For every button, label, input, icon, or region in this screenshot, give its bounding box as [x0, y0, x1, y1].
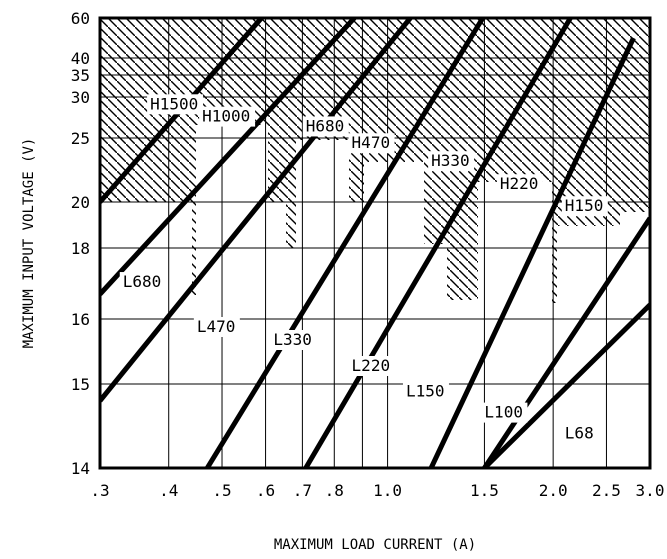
- curve-label-l150: L150: [406, 382, 445, 401]
- curve-label-l68: L68: [565, 424, 594, 443]
- plot-frame: [98, 16, 652, 470]
- x-tick-label: .8: [325, 481, 344, 500]
- curve-label-bg: [561, 423, 598, 444]
- x-tick-label: 1.5: [470, 481, 499, 500]
- curve-label-h1500: H1500: [150, 94, 198, 113]
- x-axis-title: MAXIMUM LOAD CURRENT (A): [274, 537, 476, 553]
- series-line-h470: [205, 18, 485, 468]
- curve-label-l470: L470: [197, 317, 236, 336]
- y-tick-label: 15: [71, 375, 90, 394]
- x-tick-label: .3: [90, 481, 109, 500]
- x-tick-label: .7: [293, 481, 312, 500]
- hatched-region: [100, 18, 650, 303]
- x-tick-label: .5: [212, 481, 231, 500]
- series-line-h150: [482, 216, 650, 468]
- y-tick-label: 25: [71, 129, 90, 148]
- curve-label-h150: H150: [565, 196, 604, 215]
- curve-label-bg: [193, 317, 240, 337]
- x-tick-label: .6: [256, 481, 275, 500]
- series-line-h330: [303, 18, 573, 468]
- y-tick-label: 20: [71, 193, 90, 212]
- series-line-h680: [100, 18, 413, 403]
- curve-label-bg: [402, 381, 449, 402]
- curve-label-h470: H470: [352, 133, 391, 152]
- curve-label-bg: [119, 272, 166, 293]
- series-line-h1000: [100, 18, 357, 296]
- curve-label-bg: [481, 402, 528, 423]
- curve-label-l330: L330: [273, 330, 312, 349]
- curve-label-bg: [496, 174, 543, 195]
- y-tick-label: 16: [71, 310, 90, 329]
- curve-label-bg: [428, 151, 475, 172]
- y-tick-label: 14: [71, 459, 90, 478]
- curve-label-bg: [147, 94, 204, 115]
- curve-label-h680: H680: [306, 116, 345, 135]
- curve-label-h1000: H1000: [202, 107, 250, 126]
- curve-label-l100: L100: [484, 403, 523, 422]
- curve-label-bg: [561, 196, 608, 217]
- curve-label-l680: L680: [123, 272, 162, 291]
- y-tick-label: 30: [71, 88, 90, 107]
- series-lines: [100, 18, 650, 468]
- curve-label-bg: [270, 330, 317, 350]
- curve-label-bg: [348, 133, 395, 154]
- x-tick-label: 2.0: [539, 481, 568, 500]
- x-tick-label: 1.0: [373, 481, 402, 500]
- curve-label-bg: [199, 106, 256, 127]
- curve-label-h330: H330: [431, 151, 470, 170]
- y-tick-label: 35: [71, 66, 90, 85]
- series-line-h220: [428, 36, 636, 468]
- curve-label-h220: H220: [500, 174, 539, 193]
- y-axis-title: MAXIMUM INPUT VOLTAGE (V): [21, 138, 37, 349]
- x-tick-label: 2.5: [592, 481, 621, 500]
- curve-label-l220: L220: [352, 356, 391, 375]
- curve-label-bg: [302, 116, 349, 137]
- x-tick-label: 3.0: [636, 481, 665, 500]
- series-line-l68: [482, 303, 650, 468]
- x-tick-label: .4: [159, 481, 178, 500]
- y-tick-label: 18: [71, 239, 90, 258]
- y-tick-label: 40: [71, 49, 90, 68]
- x-tick-labels: .3 .4 .5 .6 .7 .8 1.0 1.5 2.0 2.5 3.0: [90, 481, 664, 500]
- curve-label-bg: [348, 356, 395, 376]
- y-tick-label: 60: [71, 9, 90, 28]
